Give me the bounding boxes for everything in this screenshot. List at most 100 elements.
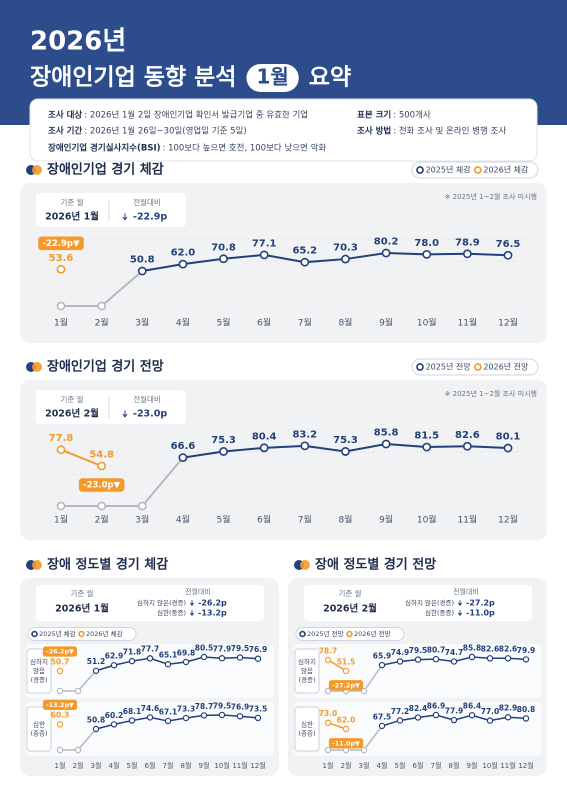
change-row-label: 심하지 않은(경증) (137, 598, 186, 607)
x-tick-label: 4월 (109, 761, 120, 770)
data-label: 82.6 (481, 645, 500, 654)
data-point (300, 441, 310, 451)
data-label: 70.8 (211, 242, 236, 253)
x-tick-label: 7월 (298, 317, 312, 329)
change-badge-bg (328, 738, 364, 749)
data-point (56, 445, 66, 455)
data-point (468, 712, 476, 719)
x-tick-label: 7월 (163, 761, 174, 770)
ref-box (36, 585, 264, 621)
ref-box (36, 193, 186, 227)
change-badge: -22.9p▼ (42, 239, 80, 249)
change-row-label: 심하지 않은(경증) (405, 598, 454, 607)
change-badge: -26.2p▼ (46, 648, 74, 656)
data-point (504, 714, 512, 721)
data-label: 78.7 (319, 646, 338, 655)
data-point (259, 443, 269, 453)
legend-marker (473, 166, 482, 174)
data-point (219, 447, 228, 456)
data-point (146, 714, 154, 721)
data-point (503, 443, 513, 453)
x-tick-label: 10월 (417, 514, 437, 526)
data-point (450, 716, 458, 724)
row-label-box (294, 706, 320, 752)
info-card (29, 98, 538, 162)
x-tick-label: 2월 (95, 514, 109, 526)
legend-marker (473, 363, 482, 371)
legend-marker (78, 630, 85, 638)
data-point (324, 656, 332, 664)
series-line (95, 656, 259, 672)
data-point (146, 655, 154, 662)
data-point (462, 249, 472, 259)
data-label: 80.4 (252, 431, 277, 442)
data-label: 77.8 (49, 433, 74, 444)
data-label: 67.1 (159, 707, 178, 716)
x-tick-label: 9월 (467, 761, 478, 770)
data-point (92, 725, 100, 733)
data-label: 85.8 (374, 428, 399, 439)
not-surveyed-point (97, 301, 107, 311)
series-line (60, 448, 103, 467)
data-label: 73.3 (177, 704, 196, 713)
data-label: 51.5 (337, 657, 356, 666)
x-tick-label: 3월 (135, 317, 149, 329)
data-point (218, 655, 226, 662)
data-label: 82.9 (499, 704, 518, 713)
not-surveyed-point (56, 746, 64, 754)
data-point (341, 254, 350, 264)
data-label: 79.5 (409, 646, 428, 655)
change-badge-bg (78, 478, 125, 492)
row-label: (중증) (298, 730, 315, 738)
down-arrow (457, 610, 463, 617)
x-tick-label: 12월 (250, 761, 265, 770)
ref-label: 기준 월 (60, 394, 83, 404)
not-surveyed-point (74, 687, 82, 695)
data-label: 65.1 (159, 651, 178, 660)
data-point (486, 655, 494, 662)
not-surveyed-point (137, 501, 147, 511)
x-tick-label: 1월 (54, 514, 68, 526)
data-label: 80.1 (496, 432, 521, 443)
change-row-label: 심한(중증) (425, 608, 454, 617)
x-tick-label: 3월 (135, 514, 149, 526)
section-icon (300, 560, 310, 570)
x-tick-label: 6월 (413, 761, 424, 770)
series-line (95, 714, 259, 730)
info-value: : 500개사 (393, 110, 431, 121)
x-tick-label: 12월 (518, 761, 533, 770)
info-value: : 전화 조사 및 온라인 병행 조사 (393, 126, 506, 137)
data-point (432, 655, 440, 663)
data-label: 76.5 (496, 239, 521, 250)
info-value: : 2026년 1월 26일~30일(영업일 기준 5일) (84, 126, 246, 137)
x-tick-label: 8월 (338, 514, 352, 526)
data-point (381, 439, 391, 449)
data-point (422, 249, 432, 259)
data-point (414, 656, 422, 663)
data-point (504, 655, 512, 662)
change-badge: -11.0p▼ (332, 739, 360, 747)
data-label: 51.2 (87, 657, 106, 666)
ref-label: 기준 월 (60, 197, 83, 207)
row-label: (경증) (298, 675, 315, 684)
data-label: 80.7 (427, 645, 446, 654)
data-label: 60.3 (51, 711, 70, 720)
x-tick-label: 12월 (498, 317, 518, 329)
data-label: 60.2 (105, 711, 124, 720)
data-label: 76.9 (249, 645, 268, 654)
data-point (110, 662, 118, 669)
data-label: 65.2 (292, 246, 317, 257)
row-label-box (26, 706, 52, 752)
row-label: (중증) (30, 730, 47, 738)
legend-marker (416, 363, 424, 371)
data-point (378, 661, 386, 669)
data-label: 74.6 (141, 704, 160, 713)
data-point (254, 714, 262, 722)
x-tick-label: 8월 (338, 317, 352, 329)
down-arrow (122, 213, 128, 221)
x-tick-label: 9월 (379, 317, 393, 329)
data-label: 50.8 (130, 255, 155, 266)
legend-label: 2026년 체감 (86, 629, 123, 638)
legend-label: 2025년 전망 (307, 629, 344, 638)
data-point (56, 264, 66, 274)
